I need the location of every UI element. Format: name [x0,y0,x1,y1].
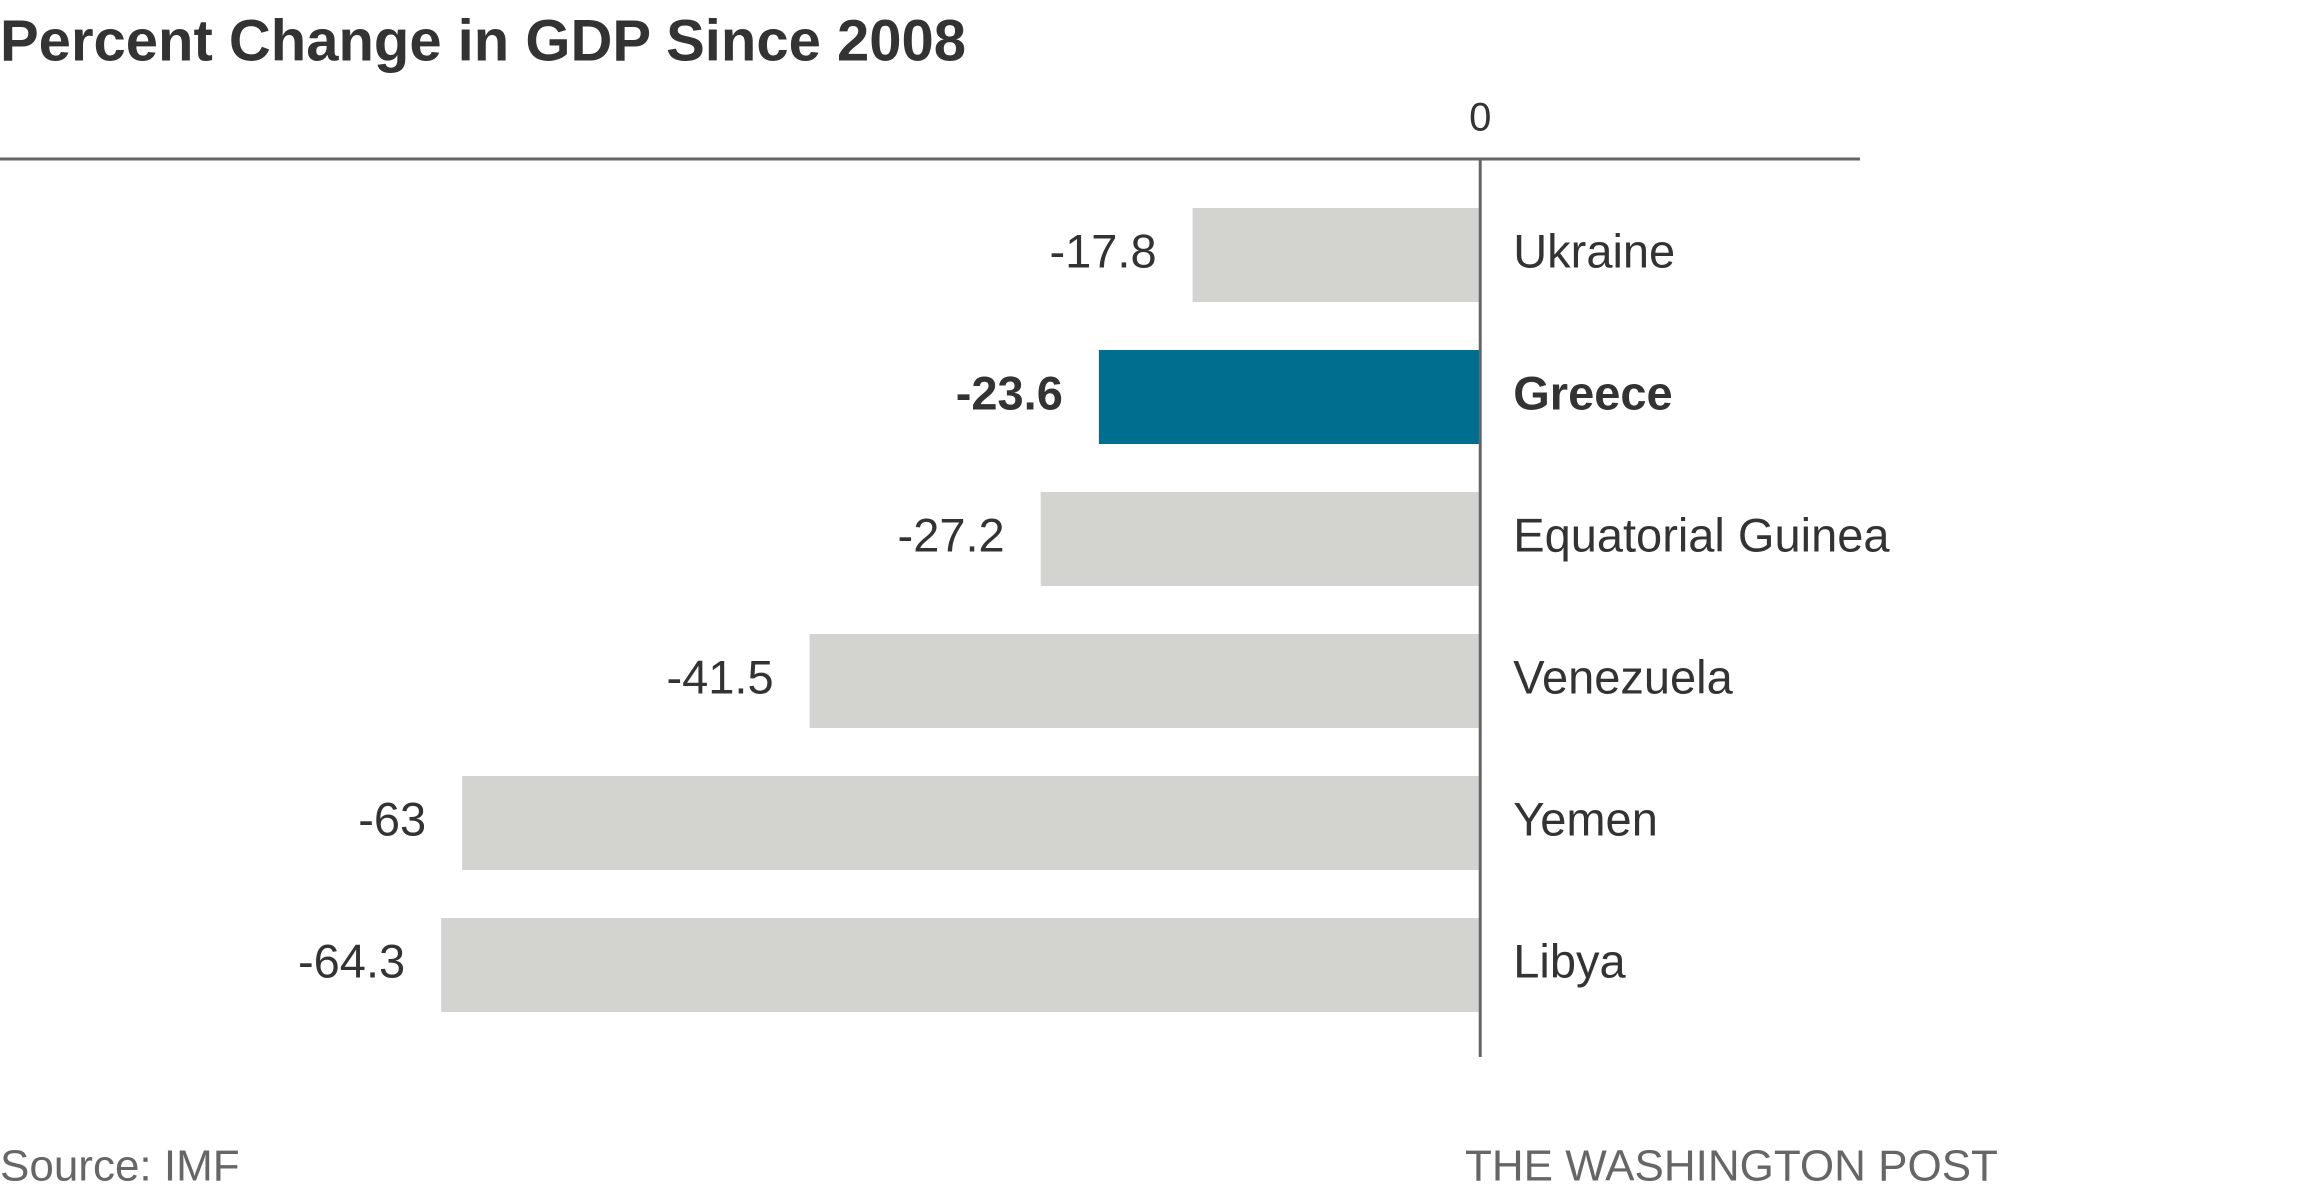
chart-title: Percent Change in GDP Since 2008 [0,8,966,73]
category-label: Greece [1513,366,1672,419]
value-label: -64.3 [298,934,405,987]
category-label: Libya [1513,934,1626,987]
value-label: -17.8 [1049,224,1156,277]
value-label: -41.5 [666,650,773,703]
category-label: Equatorial Guinea [1513,508,1890,561]
category-label: Yemen [1513,792,1658,845]
credit: THE WASHINGTON POST [1465,1142,1998,1191]
value-label: -23.6 [956,366,1063,419]
bar [809,634,1481,728]
bar [462,776,1481,870]
category-label: Ukraine [1513,224,1675,277]
bar [1098,350,1481,444]
bar [441,918,1481,1012]
source-note: Source: IMF [0,1142,240,1191]
value-label: -63 [358,792,426,845]
value-label: -27.2 [898,508,1005,561]
bar [1040,492,1481,586]
x-tick-label: 0 [1469,96,1491,140]
bar [1192,208,1481,302]
category-label: Venezuela [1513,650,1733,703]
